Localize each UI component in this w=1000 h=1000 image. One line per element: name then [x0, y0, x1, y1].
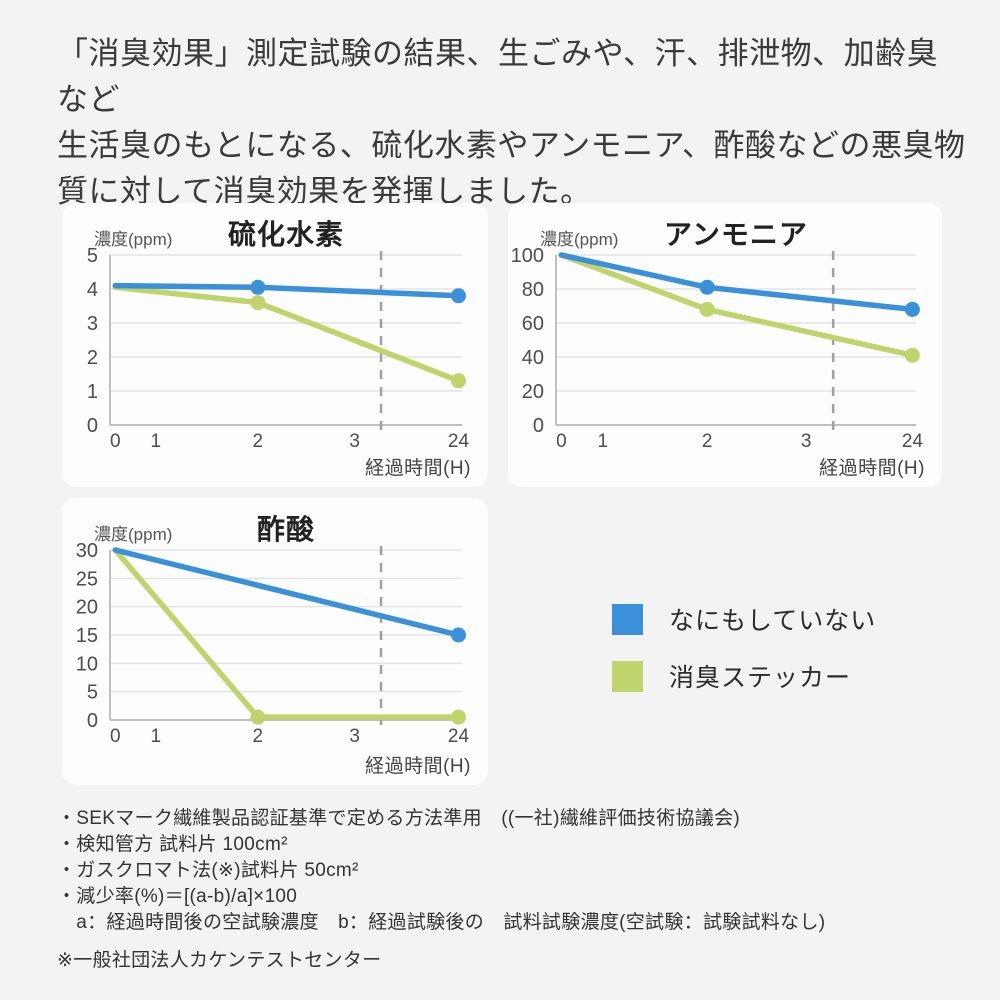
intro-paragraph: 「消臭効果」測定試験の結果、生ごみや、汗、排泄物、加齢臭など 生活臭のもとになる… [57, 31, 967, 215]
y-tick-label: 5 [87, 682, 98, 704]
x-axis-label: 経過時間(H) [365, 458, 471, 479]
x-axis-label: 経過時間(H) [365, 756, 471, 777]
y-tick-label: 0 [533, 415, 544, 437]
line-chart-hydrogen-sulfide: 0 1 2 3 4 5 0 1 2 3 24 [87, 247, 470, 452]
data-point [250, 709, 266, 725]
y-tick-label: 20 [522, 381, 544, 403]
y-tick-label: 30 [76, 542, 98, 562]
footnote-line: ・SEKマーク繊維製品認証基準で定める方法準用 ((一社)繊維評価技術協議会) [57, 808, 741, 829]
legend-item-deodorant-sticker: 消臭ステッカー [612, 658, 876, 694]
y-tick-label: 60 [522, 313, 544, 335]
chart-title: 酢酸 [256, 514, 315, 545]
footnote-line: ・ガスクロマト法(※)試料片 50cm² [57, 860, 359, 881]
y-tick-label: 100 [511, 247, 544, 267]
x-tick-label: 24 [448, 431, 470, 452]
legend-label: なにもしていない [669, 607, 877, 635]
chart-title: 硫化水素 [227, 219, 344, 250]
x-tick-label: 2 [702, 431, 713, 452]
data-point [904, 301, 920, 317]
data-point [699, 279, 715, 295]
legend-swatch-green [612, 660, 643, 692]
x-tick-label: 0 [110, 431, 121, 452]
x-tick-label: 3 [801, 431, 812, 452]
legend-item-untreated: なにもしていない [612, 601, 876, 637]
x-tick-label: 3 [349, 726, 360, 747]
x-tick-label: 1 [150, 431, 161, 452]
chart-card-acetic-acid: 濃度(ppm) 酢酸 0 5 10 15 20 25 30 0 1 2 3 24 経過時間(H) [62, 498, 488, 785]
chart-card-hydrogen-sulfide: 濃度(ppm) 硫化水素 0 1 2 3 4 5 0 1 2 3 24 経過時間(H) [62, 203, 488, 487]
y-tick-label: 3 [87, 313, 98, 335]
y-tick-label: 4 [87, 279, 98, 301]
data-point [699, 301, 715, 317]
x-tick-label: 24 [902, 431, 924, 452]
line-chart-acetic-acid: 0 5 10 15 20 25 30 0 1 2 3 24 [76, 542, 470, 747]
y-tick-label: 0 [87, 415, 98, 437]
footnote-line: ・検知管方 試料片 100cm² [57, 834, 288, 855]
legend-swatch-blue [612, 603, 643, 635]
x-tick-label: 24 [448, 726, 470, 747]
y-tick-label: 5 [87, 247, 98, 267]
footnote-line: ・減少率(%)＝[(a-b)/a]×100 [57, 886, 298, 907]
intro-line-2: 生活臭のもとになる、硫化水素やアンモニア、酢酸などの悪臭物 [57, 128, 966, 163]
y-axis-unit-label: 濃度(ppm) [94, 230, 173, 249]
y-tick-label: 15 [76, 625, 98, 647]
y-axis-unit-label: 濃度(ppm) [540, 230, 619, 249]
x-tick-label: 3 [349, 431, 360, 452]
intro-line-1: 「消臭効果」測定試験の結果、生ごみや、汗、排泄物、加齢臭など [57, 36, 939, 117]
chart-title: アンモニア [664, 219, 808, 250]
data-point [904, 347, 920, 363]
footnotes: ・SEKマーク繊維製品認証基準で定める方法準用 ((一社)繊維評価技術協議会) … [57, 806, 957, 974]
data-point [450, 373, 466, 389]
y-tick-label: 40 [522, 347, 544, 369]
footnote-test-center: ※一般社団法人カケンテストセンター [57, 950, 382, 971]
x-tick-label: 0 [110, 726, 121, 747]
x-tick-label: 0 [556, 431, 567, 452]
legend-label: 消臭ステッカー [669, 664, 852, 692]
y-tick-label: 1 [87, 381, 98, 403]
chart-card-ammonia: 濃度(ppm) アンモニア 0 20 40 60 80 100 0 1 2 3 24 経過時間(H) [508, 203, 942, 487]
y-tick-label: 25 [76, 568, 98, 590]
y-tick-label: 2 [87, 347, 98, 369]
data-point [450, 627, 466, 643]
x-tick-label: 1 [150, 726, 161, 747]
x-tick-label: 2 [253, 431, 264, 452]
line-chart-ammonia: 0 20 40 60 80 100 0 1 2 3 24 [511, 247, 924, 452]
data-point [250, 279, 266, 295]
x-axis-label: 経過時間(H) [819, 458, 925, 479]
data-point [450, 709, 466, 725]
y-tick-label: 20 [76, 597, 98, 619]
series-line [558, 252, 916, 313]
series-line [112, 547, 462, 638]
y-tick-label: 80 [522, 279, 544, 301]
y-tick-label: 10 [76, 653, 98, 675]
x-tick-label: 1 [598, 431, 609, 452]
data-point [250, 295, 266, 311]
y-axis-unit-label: 濃度(ppm) [94, 525, 173, 544]
data-point [450, 288, 466, 304]
y-tick-label: 0 [87, 710, 98, 732]
chart-legend: なにもしていない 消臭ステッカー [612, 601, 876, 715]
series-line [112, 284, 462, 384]
footnote-line: a：経過時間後の空試験濃度 b：経過試験後の 試料試験濃度(空試験：試験試料なし… [57, 912, 826, 933]
x-tick-label: 2 [253, 726, 264, 747]
